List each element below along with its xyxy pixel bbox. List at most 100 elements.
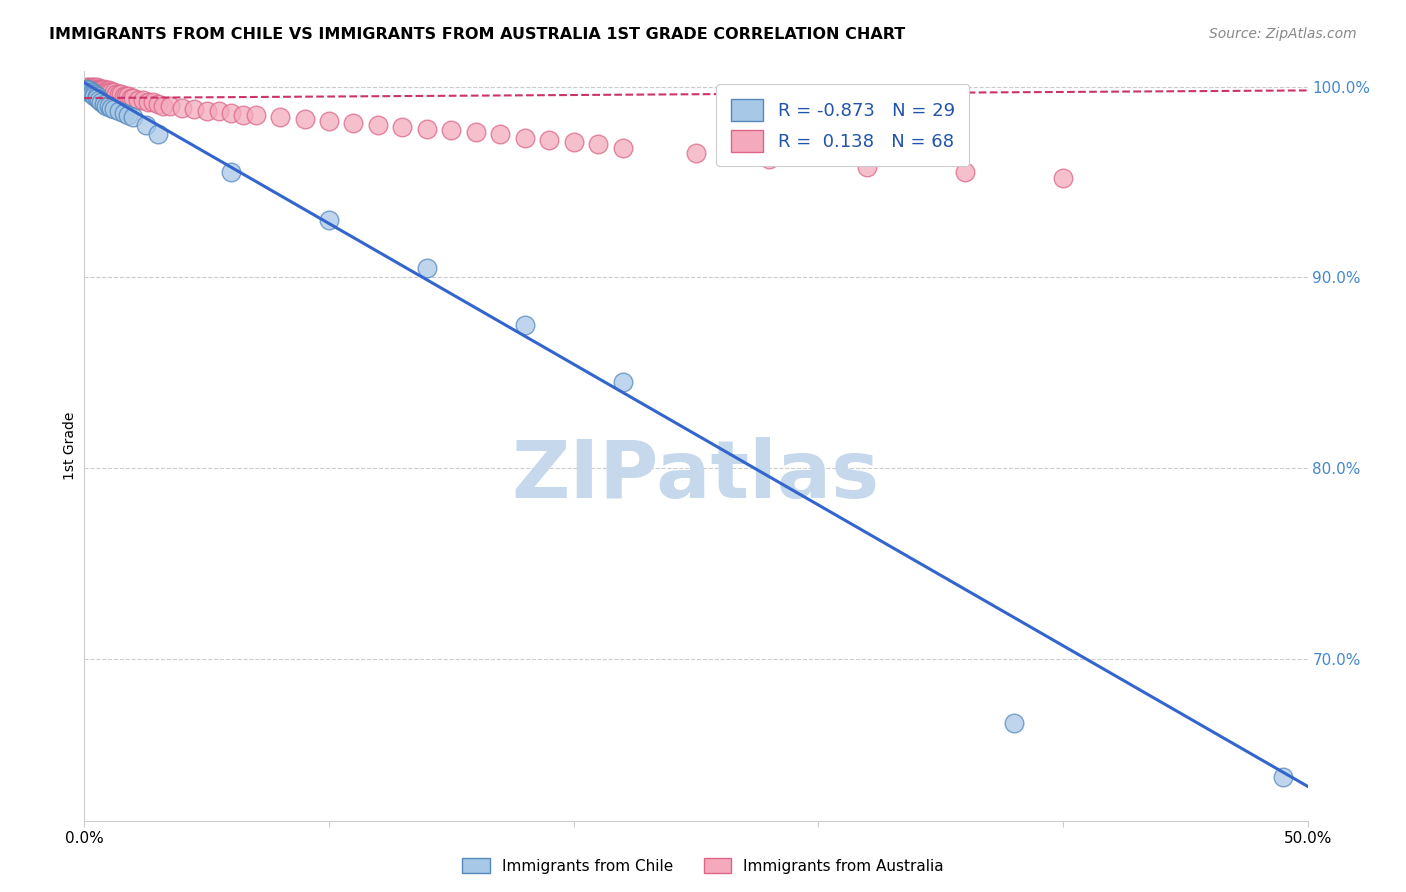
Point (758, 152, 780, 166)
Point (80, 79, 103, 94)
Point (416, 121, 439, 136)
Point (562, 135, 585, 149)
Point (86, 79, 108, 94)
Point (391, 120, 413, 134)
Point (219, 165, 242, 179)
Point (97, 86, 120, 100)
Point (93, 86, 115, 100)
Point (86, 91, 108, 105)
Point (195, 104, 218, 119)
Point (93, 81, 115, 95)
Point (538, 133, 561, 147)
Text: Source: ZipAtlas.com: Source: ZipAtlas.com (1209, 27, 1357, 41)
Point (97, 83, 120, 97)
Legend: R = -0.873   N = 29, R =  0.138   N = 68: R = -0.873 N = 29, R = 0.138 N = 68 (716, 84, 969, 166)
Point (100, 86, 122, 100)
Point (77, 86, 100, 100)
Point (97, 98, 120, 112)
Point (1052, 171, 1074, 186)
Point (77, 81, 100, 95)
Point (112, 106, 135, 120)
Point (87, 81, 110, 95)
Text: ZIPatlas: ZIPatlas (512, 437, 880, 515)
Point (117, 89, 139, 103)
Point (464, 125, 486, 139)
Point (489, 128, 512, 142)
Y-axis label: 1st Grade: 1st Grade (63, 412, 77, 480)
Point (513, 131, 536, 145)
Point (105, 87, 128, 102)
Point (120, 91, 142, 105)
Point (159, 98, 181, 112)
Point (103, 103, 125, 117)
Point (685, 146, 707, 161)
Point (183, 103, 205, 117)
Point (76, 79, 98, 94)
Point (122, 110, 145, 124)
Point (367, 118, 389, 132)
Point (115, 89, 138, 103)
Point (96, 86, 118, 100)
Point (76, 81, 98, 95)
Point (612, 140, 634, 154)
Point (76, 81, 98, 95)
Point (83, 79, 105, 94)
Point (122, 91, 145, 105)
Point (342, 116, 364, 130)
Point (135, 118, 157, 132)
Point (80, 83, 103, 97)
Point (132, 93, 155, 107)
Point (586, 136, 609, 151)
Point (318, 114, 340, 128)
Point (93, 96, 115, 111)
Point (440, 123, 463, 137)
Point (245, 108, 267, 122)
Point (146, 128, 169, 142)
Point (77, 83, 100, 97)
Point (513, 318, 536, 332)
Point (90, 95, 112, 109)
Legend: Immigrants from Chile, Immigrants from Australia: Immigrants from Chile, Immigrants from A… (456, 852, 950, 880)
Point (96, 98, 118, 112)
Point (953, 165, 976, 179)
Point (112, 89, 135, 103)
Point (117, 108, 139, 122)
Point (86, 83, 108, 97)
Text: IMMIGRANTS FROM CHILE VS IMMIGRANTS FROM AUSTRALIA 1ST GRADE CORRELATION CHART: IMMIGRANTS FROM CHILE VS IMMIGRANTS FROM… (49, 27, 905, 42)
Point (1272, 770, 1295, 784)
Point (219, 106, 242, 120)
Point (83, 89, 105, 103)
Point (152, 98, 174, 112)
Point (856, 160, 879, 174)
Point (107, 104, 129, 119)
Point (110, 87, 132, 102)
Point (107, 87, 129, 102)
Point (83, 87, 105, 102)
Point (100, 101, 122, 115)
Point (80, 87, 103, 102)
Point (80, 81, 103, 95)
Point (86, 89, 108, 103)
Point (80, 86, 103, 100)
Point (416, 260, 439, 275)
Point (90, 83, 112, 97)
Point (77, 83, 100, 97)
Point (103, 86, 125, 100)
Point (269, 110, 291, 124)
Point (87, 93, 110, 107)
Point (77, 79, 100, 94)
Point (83, 81, 105, 95)
Point (90, 81, 112, 95)
Point (294, 112, 316, 126)
Point (86, 81, 108, 95)
Point (232, 108, 254, 122)
Point (142, 95, 165, 109)
Point (87, 83, 110, 97)
Point (208, 104, 231, 119)
Point (612, 375, 634, 389)
Point (146, 96, 169, 111)
Point (1002, 716, 1025, 731)
Point (83, 83, 105, 97)
Point (127, 93, 149, 107)
Point (136, 95, 159, 109)
